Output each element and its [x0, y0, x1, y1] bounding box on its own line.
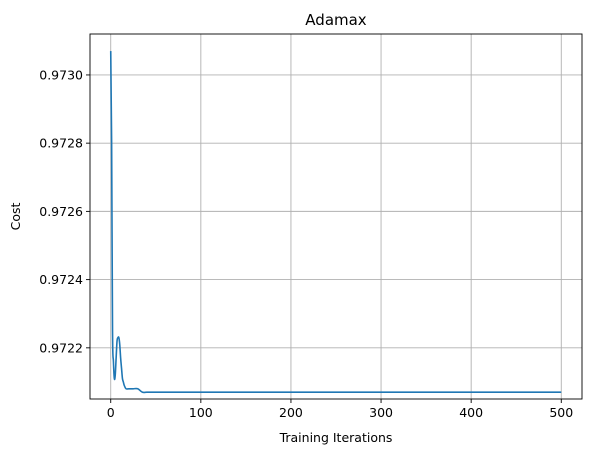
grid — [90, 34, 582, 399]
y-axis-label: Cost — [8, 203, 23, 231]
x-tick-label: 500 — [549, 405, 573, 420]
y-tick-label: 0.9726 — [39, 204, 83, 219]
x-tick-label: 100 — [189, 405, 213, 420]
series-layer — [109, 51, 562, 394]
y-tick-label: 0.9724 — [39, 272, 83, 287]
x-tick-label: 400 — [459, 405, 483, 420]
x-axis-label: Training Iterations — [279, 430, 393, 445]
y-tick-label: 0.9722 — [39, 340, 83, 355]
y-tick-label: 0.9728 — [39, 136, 83, 151]
chart-title: Adamax — [305, 11, 367, 29]
x-tick-label: 200 — [279, 405, 303, 420]
axis-ticks: 0 100 200 300 400 500 0.9722 0.9724 0.9726 0.9728… — [39, 67, 573, 420]
plot-frame — [89, 33, 583, 400]
series-line — [109, 51, 562, 394]
x-tick-label: 0 — [107, 405, 115, 420]
x-tick-label: 300 — [369, 405, 393, 420]
y-tick-label: 0.9730 — [39, 67, 83, 82]
